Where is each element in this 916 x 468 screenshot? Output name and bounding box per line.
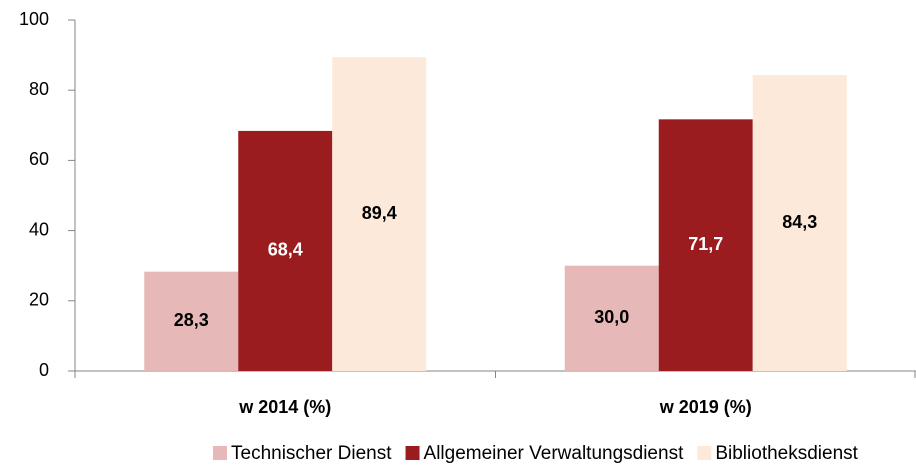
bar [752,75,847,372]
legend-label: Allgemeiner Verwaltungsdienst [424,443,685,464]
legend-swatch [405,446,420,460]
legend-swatch [697,446,712,460]
legend-swatch [213,446,227,460]
value-label: 68,4 [268,240,303,260]
y-tick-label: 80 [29,79,49,99]
x-tick-label: w 2014 (%) [238,397,331,417]
x-tick-label: w 2019 (%) [659,397,752,417]
value-label: 89,4 [362,203,397,223]
y-tick-label: 40 [29,219,49,239]
legend-label: Technischer Dienst [231,443,392,464]
bar [144,271,239,371]
value-label: 84,3 [782,212,817,232]
bar [238,130,333,371]
value-label: 71,7 [688,234,723,254]
y-tick-label: 20 [29,290,49,310]
y-tick-label: 60 [29,149,49,169]
bar [658,119,753,371]
bar [564,265,659,371]
value-label: 30,0 [594,307,629,327]
bar [332,57,427,372]
y-tick-label: 0 [39,360,49,380]
legend-label: Bibliotheksdienst [715,443,858,464]
y-tick-label: 100 [19,9,49,29]
value-label: 28,3 [174,310,209,330]
